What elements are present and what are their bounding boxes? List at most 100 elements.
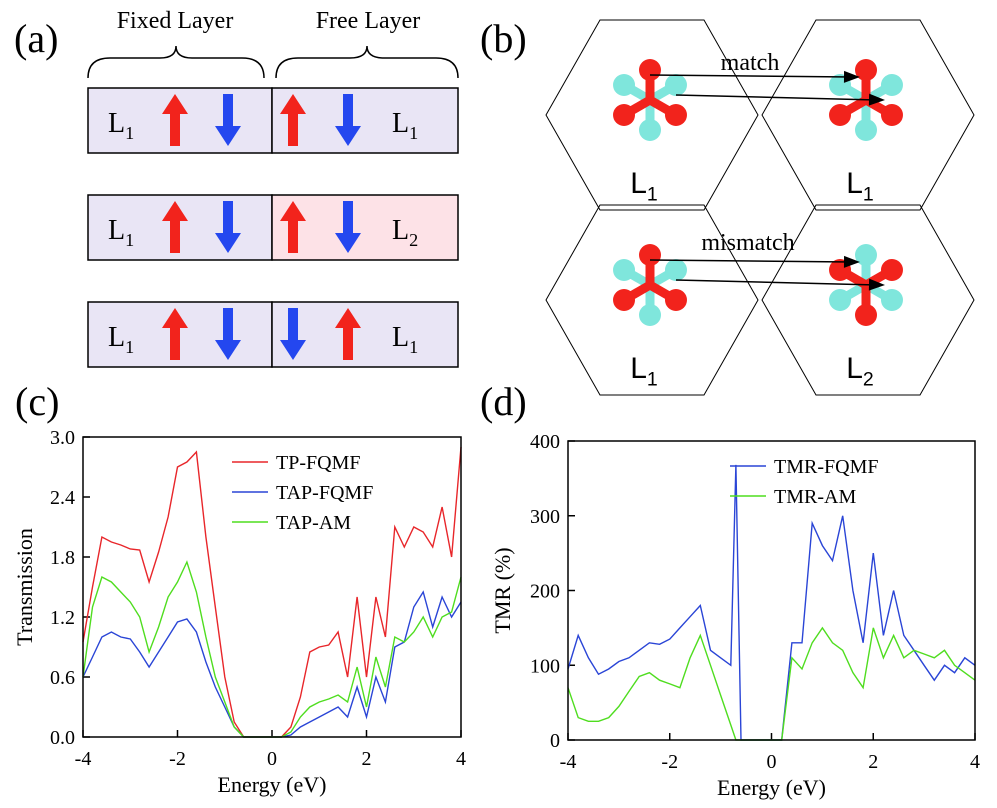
lobe-end [639,304,661,326]
panel-label: (a) [14,16,58,61]
y-tick-label: 0.6 [50,667,75,689]
layer-label: L1 [846,167,874,206]
x-tick-label: 0 [267,748,277,770]
x-tick-label: 4 [456,748,466,770]
lobe-end [639,119,661,141]
lobe-end [664,259,687,281]
lobe-end [880,74,903,96]
label-base: L [108,108,125,139]
layer-label: L2 [846,352,874,391]
label-base: L [108,215,125,246]
header: Free Layer [316,8,421,34]
lobe-end [855,59,877,81]
label-base: L [392,215,409,246]
label-sub: 1 [409,337,418,357]
lobe-end [613,104,636,126]
arrow-head [843,70,860,83]
label-sub: 1 [409,123,418,143]
x-tick-label: 4 [970,751,980,773]
label-sub: 1 [647,369,658,391]
spin-arrow [280,201,306,253]
layer-box [271,194,459,261]
spin-arrow [335,201,361,253]
layer-label: L1 [630,352,658,391]
series-line [82,560,462,738]
arrow-head [843,255,860,268]
y-tick-label: 400 [530,431,560,453]
spin-arrow [162,308,188,360]
lobe-end [613,289,636,311]
lobe-end [880,259,903,281]
lobe-end [664,74,687,96]
label-base: L [846,352,863,385]
x-tick-label: 0 [767,751,777,773]
arrow-line [675,279,878,286]
x-tick-label: -4 [560,751,577,773]
lobe-end [639,59,661,81]
label-base: L [108,322,125,353]
layer-box [271,301,459,368]
lobe-end [664,104,687,126]
spin-arrow [335,94,361,146]
x-axis-label: Energy (eV) [717,775,826,800]
lobe-end [639,244,661,266]
layer-label: L1 [630,167,658,206]
label-sub: 1 [125,230,134,250]
layer-label: L1 [392,322,418,357]
arrow-line [649,74,853,78]
series-line [567,626,976,741]
lobe-end [855,304,877,326]
label-sub: 2 [863,369,874,391]
label-sub: 1 [647,184,658,206]
x-tick-label: -4 [75,748,92,770]
x-tick-label: -2 [169,748,186,770]
plot-frame [82,436,462,738]
y-tick-label: 200 [530,581,560,603]
legend-label: TP-FQMF [276,452,360,474]
layer-label: L1 [392,108,418,143]
label-base: L [630,352,647,385]
lobe-end [829,289,852,311]
spin-arrow [215,94,241,146]
spin-arrow [162,201,188,253]
y-tick-label: 3.0 [50,427,75,449]
x-tick-label: 2 [362,748,372,770]
lobe-end [664,289,687,311]
hexagon [761,204,975,396]
layer-label: L1 [108,215,134,250]
legend-label: TMR-FQMF [774,456,878,478]
x-tick-label: 2 [868,751,878,773]
panel-label: (b) [480,16,527,61]
lobe-end [855,119,877,141]
label-sub: 1 [125,123,134,143]
spin-arrow [162,94,188,146]
header: Fixed Layer [117,8,234,34]
label-sub: 1 [863,184,874,206]
lobe-end [880,289,903,311]
layer-box [271,87,459,154]
label-base: L [392,108,409,139]
layer-label: L1 [108,322,134,357]
arrow-label: match [721,50,780,76]
y-tick-label: 2.4 [50,487,75,509]
y-tick-label: 300 [530,506,560,528]
arrow-line [649,259,853,263]
y-axis-label: TMR (%) [490,547,515,633]
y-tick-label: 100 [530,655,560,677]
arrow-label: mismatch [701,230,794,256]
lobe-end [829,104,852,126]
y-axis-label: Transmission [12,528,37,646]
hexagon [545,204,759,396]
hexagon [545,19,759,211]
lobe-end [880,104,903,126]
brace [87,45,265,79]
label-sub: 1 [125,337,134,357]
y-tick-label: 0.0 [50,727,75,749]
label-sub: 2 [409,230,418,250]
lobe-end [613,74,636,96]
y-tick-label: 1.8 [50,547,75,569]
arrow-line [675,94,878,101]
label-base: L [846,167,863,200]
y-tick-label: 0 [550,730,560,752]
